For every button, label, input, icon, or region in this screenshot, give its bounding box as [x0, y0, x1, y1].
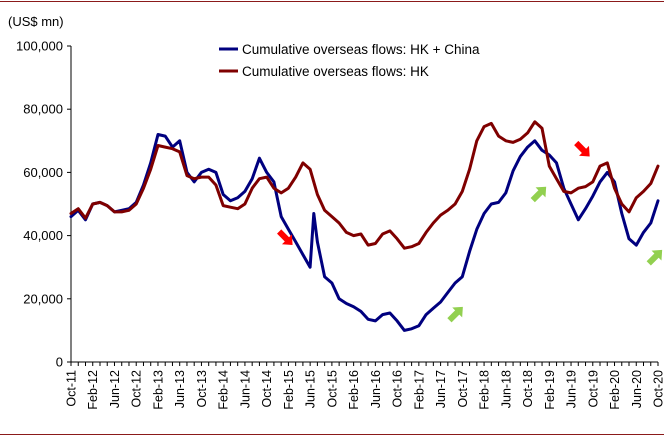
- x-tick-label: Jun-12: [108, 370, 122, 408]
- y-tick-label: 0: [56, 355, 63, 370]
- bottom-border-line: [0, 434, 664, 435]
- annotation-arrows: [277, 140, 663, 323]
- y-tick-label: 80,000: [23, 102, 63, 117]
- x-tick-label: Oct-18: [521, 370, 535, 408]
- x-tick-label: Feb-14: [217, 370, 231, 410]
- x-tick-label: Oct-16: [391, 370, 405, 408]
- x-tick-label: Oct-17: [456, 370, 470, 408]
- x-tick-label: Feb-16: [347, 370, 361, 410]
- series-line-hk: [69, 120, 660, 250]
- x-tick-label: Oct-20: [652, 370, 664, 408]
- x-tick-label: Feb-13: [151, 370, 165, 410]
- x-tick-label: Jun-14: [238, 370, 252, 408]
- x-tick-label: Jun-15: [304, 370, 318, 408]
- green-arrow-icon: [447, 306, 463, 323]
- x-tick-label: Jun-20: [630, 370, 644, 408]
- y-axis-unit-label: (US$ mn): [8, 14, 64, 29]
- x-tick-label: Feb-17: [412, 370, 426, 410]
- green-arrow-icon: [530, 186, 547, 203]
- legend: Cumulative overseas flows: HK + China Cum…: [219, 42, 480, 79]
- series-line-hk-china: [69, 133, 660, 332]
- x-tick-label: Oct-19: [586, 370, 600, 408]
- x-tick-label: Jun-13: [173, 370, 187, 408]
- x-tick-label: Jun-17: [434, 370, 448, 408]
- x-tick-label: Feb-18: [478, 370, 492, 410]
- x-axis: Oct-11 Feb-12 Jun-12 Oct-12 Feb-13 Jun-13 Oct-…: [65, 361, 664, 410]
- x-tick-label: Feb-19: [543, 370, 557, 410]
- x-tick-label: Feb-15: [282, 370, 296, 410]
- y-tick-label: 20,000: [23, 291, 63, 306]
- x-tick-label: Jun-16: [369, 370, 383, 408]
- x-tick-label: Oct-11: [65, 370, 79, 407]
- x-tick-label: Oct-13: [195, 370, 209, 408]
- x-tick-label: Oct-14: [260, 370, 274, 408]
- x-tick-label: Oct-15: [325, 370, 339, 408]
- green-arrow-icon: [646, 249, 663, 266]
- x-tick-label: Feb-12: [86, 370, 100, 410]
- x-tick-label: Feb-20: [608, 370, 622, 410]
- x-tick-label: Jun-19: [565, 370, 579, 408]
- x-tick-label: Jun-18: [499, 370, 513, 408]
- legend-label: Cumulative overseas flows: HK: [242, 64, 429, 79]
- x-tick-label: Oct-12: [130, 370, 144, 408]
- y-tick-label: 40,000: [23, 228, 63, 243]
- y-tick-label: 100,000: [16, 39, 63, 54]
- y-axis: 0 20,000 40,000 60,000 80,000 100,000: [16, 39, 72, 370]
- red-arrow-icon: [277, 229, 293, 245]
- top-border-line: [0, 1, 664, 2]
- series-layer: [69, 120, 660, 332]
- y-tick-label: 60,000: [23, 165, 63, 180]
- legend-label: Cumulative overseas flows: HK + China: [242, 42, 480, 57]
- red-arrow-icon: [574, 140, 590, 157]
